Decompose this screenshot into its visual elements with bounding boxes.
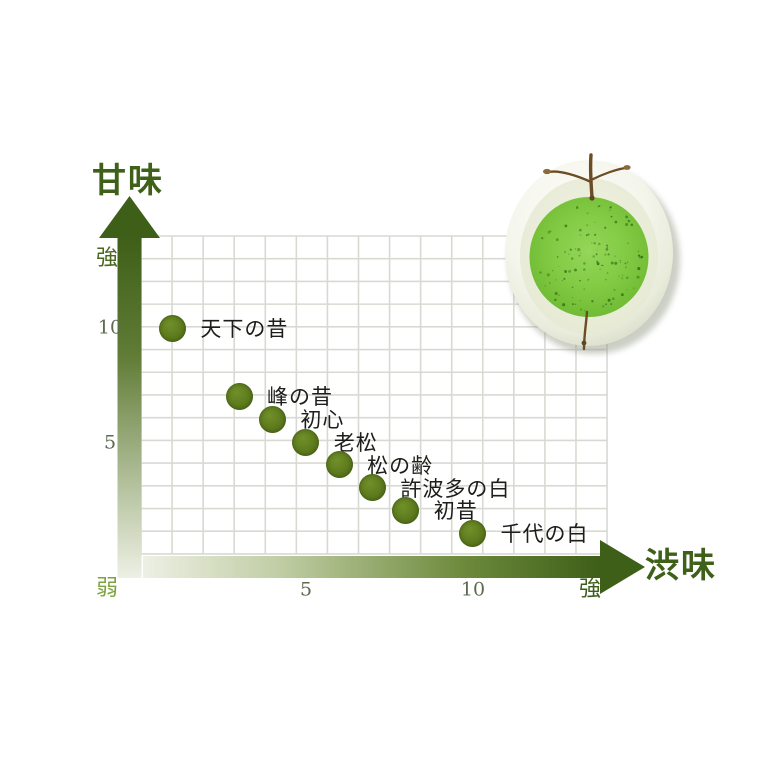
grid-lines <box>140 235 608 555</box>
data-point-label: 許波多の白 <box>400 476 511 501</box>
data-point-dot <box>292 428 320 456</box>
data-point-label: 峰の昔 <box>267 385 334 410</box>
data-point-label: 天下の昔 <box>200 317 289 341</box>
data-point-label: 松の齢 <box>367 453 434 478</box>
data-point-dot <box>158 314 186 342</box>
data-point-label: 初昔 <box>433 499 478 524</box>
x-axis-tick-10: 10 <box>460 578 486 601</box>
x-axis-arrow <box>143 540 645 594</box>
branch-decoration <box>547 153 628 351</box>
x-axis-tick-5: 5 <box>299 578 313 601</box>
data-point-dot <box>258 405 286 433</box>
data-point-label: 老松 <box>333 431 378 455</box>
data-point-dot <box>459 519 486 547</box>
data-point-dot <box>392 496 420 524</box>
y-axis-tick-10: 10 <box>97 316 123 339</box>
branch-buds <box>543 165 631 346</box>
y-axis-strong-label: 強 <box>95 246 119 271</box>
y-axis-arrow <box>99 196 160 578</box>
y-axis-tick-5: 5 <box>103 431 117 454</box>
data-point-label: 初心 <box>300 408 345 433</box>
data-point-dot <box>225 382 253 410</box>
data-point-label: 千代の白 <box>500 522 589 547</box>
matcha-bowl-image <box>505 153 680 354</box>
x-axis-title: 渋味 <box>645 546 717 586</box>
data-point-dot <box>358 474 386 502</box>
y-axis-title: 甘味 <box>92 161 164 201</box>
x-axis-strong-label: 強 <box>578 577 602 602</box>
matcha-surface <box>529 197 649 317</box>
data-point-dot <box>325 451 353 479</box>
axis-weak-label: 弱 <box>95 576 119 601</box>
matcha-speckles <box>539 204 644 312</box>
